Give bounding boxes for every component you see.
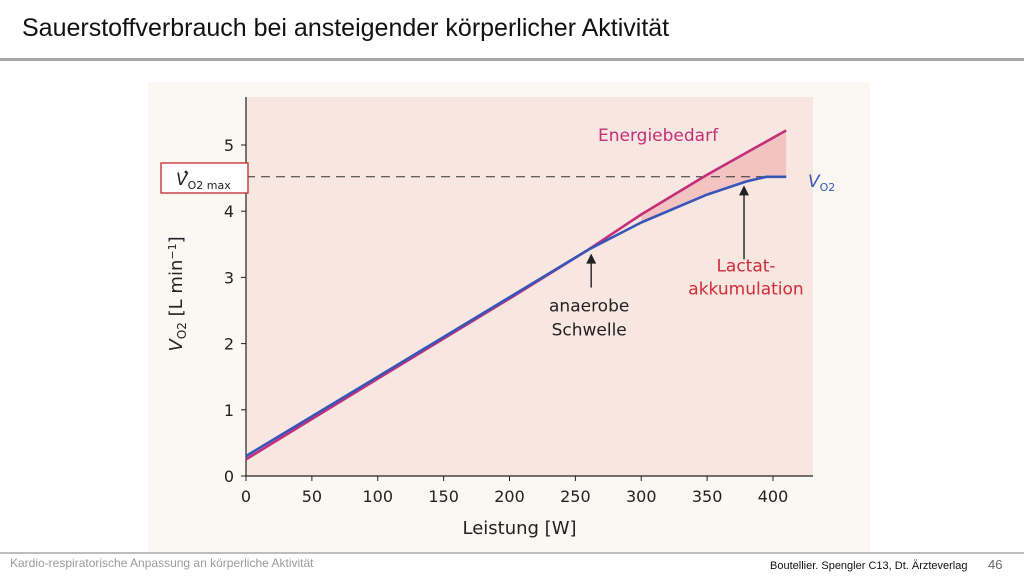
vo2-chart: 0 50 100 150 200 250 300 350 400 0 1 2 3 4 5 Leistung [… xyxy=(160,97,835,539)
x-tick-label: 0 xyxy=(241,487,251,506)
x-tick-label: 100 xyxy=(362,487,393,506)
page-title: Sauerstoffverbrauch bei ansteigender kör… xyxy=(22,14,670,42)
footer-divider xyxy=(0,552,1024,554)
y-tick-label: 0 xyxy=(224,467,234,486)
vo2-max-box xyxy=(160,162,249,194)
vo2-series-label: VO2 xyxy=(808,172,835,194)
x-tick-label: 400 xyxy=(758,487,789,506)
y-axis-label: VO2 [L min−1] xyxy=(166,236,189,351)
x-axis-label: Leistung [W] xyxy=(462,518,576,539)
vo2-dot-marker xyxy=(184,170,188,174)
figure-panel: 0 50 100 150 200 250 300 350 400 0 1 2 3 4 5 Leistung [… xyxy=(148,82,870,552)
y-tick-label: 2 xyxy=(224,335,234,354)
y-tick-label: 1 xyxy=(224,401,234,420)
lactate-label-line: Lactat- xyxy=(716,256,775,276)
lactate-arrowhead xyxy=(739,185,750,196)
y-tick-label: 5 xyxy=(224,136,234,155)
lactate-label-line: akkumulation xyxy=(688,279,803,299)
page-number: 46 xyxy=(988,557,1003,572)
vo2-line xyxy=(245,175,787,458)
footer-source: Boutellier. Spengler C13, Dt. Ärzteverla… xyxy=(770,560,968,572)
x-tick-label: 200 xyxy=(494,487,525,506)
title-divider xyxy=(0,58,1024,61)
x-tick-label: 50 xyxy=(302,487,322,506)
y-tick-label: 3 xyxy=(224,268,234,287)
y-tick-label: 4 xyxy=(224,202,234,221)
x-tick-label: 300 xyxy=(626,487,657,506)
vo2-max-label: VO2 max xyxy=(176,170,231,192)
anaerobe-arrowhead xyxy=(586,253,597,264)
x-tick-label: 150 xyxy=(428,487,459,506)
anaerobe-label-line: anaerobe xyxy=(549,297,629,317)
x-tick-label: 350 xyxy=(692,487,723,506)
x-tick-label: 250 xyxy=(560,487,591,506)
energiebedarf-label: Energiebedarf xyxy=(598,126,719,146)
anaerobe-label-line: Schwelle xyxy=(552,321,627,341)
footer-course-title: Kardio-respiratorische Anpassung an körp… xyxy=(10,556,314,570)
